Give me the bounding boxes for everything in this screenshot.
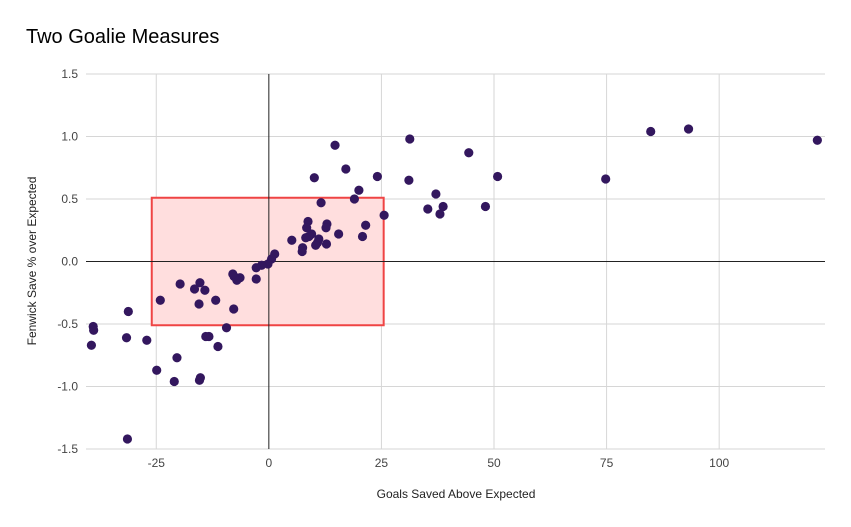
data-point bbox=[169, 376, 179, 387]
data-point bbox=[211, 295, 221, 305]
data-point bbox=[221, 323, 232, 333]
y-tick-label: 1.0 bbox=[61, 130, 78, 144]
data-point bbox=[175, 279, 185, 289]
data-point bbox=[251, 274, 261, 284]
data-point bbox=[172, 353, 182, 363]
data-point bbox=[357, 231, 368, 242]
points-layer bbox=[86, 124, 822, 444]
data-point bbox=[379, 210, 389, 220]
data-point bbox=[302, 223, 312, 233]
x-tick-label: 25 bbox=[375, 456, 389, 470]
y-tick-label: -0.5 bbox=[57, 317, 78, 331]
data-point bbox=[228, 269, 238, 279]
y-tick-label: -1.0 bbox=[57, 380, 78, 394]
data-point bbox=[480, 201, 491, 212]
data-point bbox=[200, 285, 210, 295]
data-point bbox=[341, 164, 351, 174]
data-point bbox=[142, 335, 152, 345]
data-point bbox=[195, 278, 205, 288]
data-point bbox=[431, 189, 441, 199]
data-point bbox=[316, 198, 326, 208]
x-tick-label: 75 bbox=[600, 456, 614, 470]
data-point bbox=[423, 204, 433, 214]
data-point bbox=[683, 124, 694, 134]
data-point bbox=[86, 340, 97, 350]
data-point bbox=[361, 220, 371, 230]
y-tick-label: 1.5 bbox=[61, 67, 78, 81]
data-point bbox=[297, 246, 307, 257]
data-point bbox=[464, 148, 474, 158]
y-tick-label: 0.5 bbox=[61, 192, 78, 206]
y-tick-label: 0.0 bbox=[61, 255, 78, 269]
data-point bbox=[493, 171, 503, 182]
data-point bbox=[194, 375, 205, 385]
data-point bbox=[89, 325, 99, 335]
data-point bbox=[405, 134, 415, 144]
data-point bbox=[601, 174, 611, 184]
data-point bbox=[311, 240, 321, 250]
x-tick-label: 50 bbox=[487, 456, 501, 470]
data-point bbox=[301, 233, 311, 243]
data-point bbox=[321, 239, 332, 249]
data-point bbox=[189, 284, 200, 294]
tick-layer: -1.5 -1.0 -0.5 0.0 0.5 1.0 1.5 -25 0 25 50 75 100 bbox=[57, 67, 729, 470]
y-axis-label: Fenwick Save % over Expected bbox=[25, 177, 39, 346]
data-point bbox=[123, 306, 133, 317]
data-point bbox=[121, 333, 132, 343]
data-point bbox=[309, 173, 319, 183]
data-point bbox=[194, 299, 204, 309]
data-point bbox=[229, 304, 239, 314]
x-tick-label: -25 bbox=[148, 456, 166, 470]
data-point bbox=[122, 434, 133, 444]
data-point bbox=[349, 194, 359, 204]
x-tick-label: 0 bbox=[265, 456, 272, 470]
data-point bbox=[201, 331, 211, 342]
data-point bbox=[251, 263, 261, 273]
data-point bbox=[287, 235, 297, 245]
data-point bbox=[330, 140, 340, 150]
data-point bbox=[812, 135, 822, 145]
data-point bbox=[155, 295, 165, 305]
data-point bbox=[334, 229, 344, 239]
axis-layer bbox=[86, 74, 825, 449]
x-tick-label: 100 bbox=[709, 456, 729, 470]
data-point bbox=[438, 201, 448, 212]
data-point bbox=[404, 175, 414, 185]
data-point bbox=[321, 223, 331, 233]
data-point bbox=[372, 171, 382, 182]
data-point bbox=[646, 126, 656, 137]
data-point bbox=[213, 341, 223, 352]
y-tick-label: -1.5 bbox=[57, 442, 78, 456]
data-point bbox=[354, 185, 364, 195]
chart-title: Two Goalie Measures bbox=[26, 26, 220, 48]
data-point bbox=[435, 209, 445, 219]
x-axis-label: Goals Saved Above Expected bbox=[377, 487, 536, 501]
data-point bbox=[152, 365, 162, 375]
